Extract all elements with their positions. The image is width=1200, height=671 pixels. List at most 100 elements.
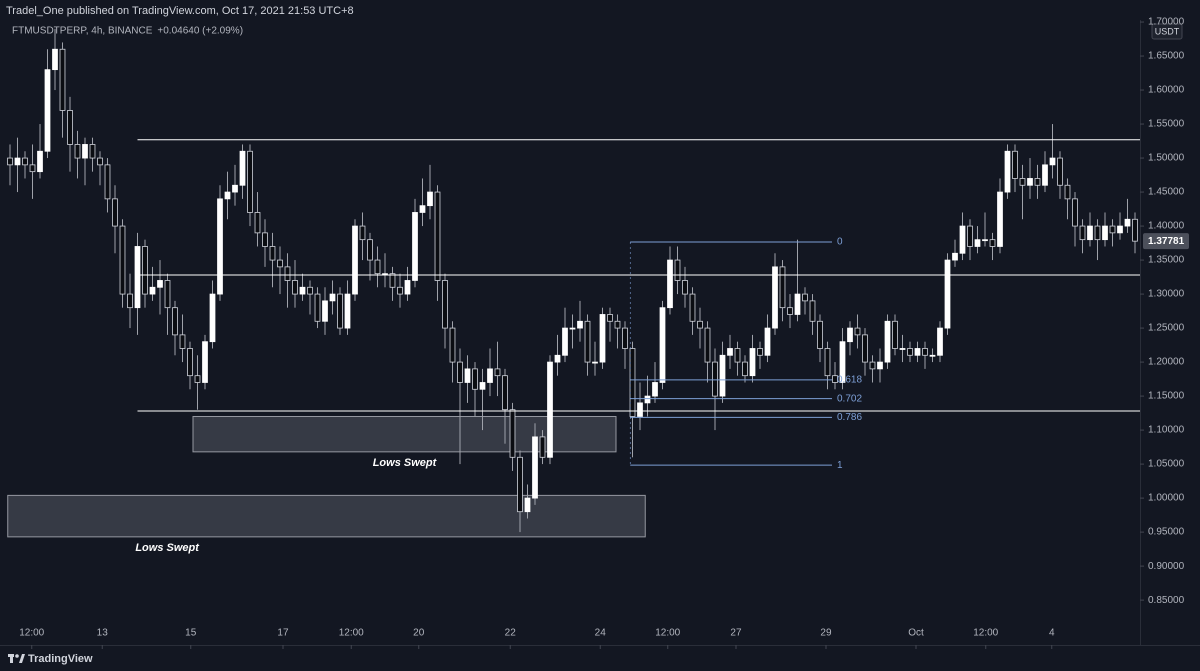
- candle-body: [224, 191, 231, 200]
- candle-body: [787, 307, 793, 315]
- candle-body: [779, 266, 786, 309]
- candle-body: [404, 280, 411, 295]
- candle-body: [592, 361, 598, 364]
- zone-label: Lows Swept: [373, 457, 438, 469]
- candle-body: [29, 164, 36, 173]
- candle-body: [172, 307, 178, 336]
- candle-body: [644, 395, 651, 404]
- candle-body: [329, 293, 336, 302]
- candle-body: [757, 348, 763, 356]
- candle-body: [382, 273, 388, 276]
- candle-body: [1079, 225, 1086, 241]
- candle-body: [727, 348, 733, 356]
- candle-body: [944, 259, 951, 329]
- candle-body: [637, 402, 643, 417]
- candle-body: [134, 246, 141, 309]
- candle-body: [1124, 218, 1131, 227]
- last-price-label: 1.37781: [1148, 236, 1185, 247]
- candle-body: [202, 341, 208, 383]
- candle-body: [127, 293, 133, 309]
- candle-body: [719, 354, 726, 397]
- candle-body: [539, 436, 546, 458]
- x-tick-label: 12:00: [19, 628, 44, 639]
- candle-body: [1064, 184, 1071, 200]
- candle-body: [884, 320, 891, 363]
- y-tick-label: 1.20000: [1148, 357, 1185, 368]
- candle-body: [772, 266, 778, 329]
- logo-shape: [19, 654, 25, 663]
- candle-body: [164, 280, 171, 309]
- candle-body: [449, 327, 456, 363]
- x-tick-label: 12:00: [339, 628, 364, 639]
- candle-body: [622, 327, 628, 349]
- candle-body: [1012, 150, 1018, 179]
- candle-body: [74, 144, 81, 159]
- candle-body: [817, 320, 823, 349]
- candle-body: [764, 327, 771, 356]
- candle-body: [157, 280, 163, 288]
- candle-body: [359, 225, 366, 241]
- y-tick-label: 1.60000: [1148, 85, 1185, 96]
- zone-box: [7, 494, 646, 538]
- candle-body: [1004, 150, 1011, 193]
- candle-body: [907, 348, 913, 356]
- x-tick-label: 17: [277, 628, 289, 639]
- candle-body: [82, 144, 88, 159]
- candle-body: [142, 246, 148, 295]
- candle-body: [997, 191, 1003, 247]
- candle-body: [524, 497, 531, 513]
- candle-body: [374, 259, 381, 275]
- x-tick-label: 13: [97, 628, 109, 639]
- candle-body: [839, 341, 846, 383]
- candle-body: [809, 300, 816, 322]
- candle-body: [892, 320, 898, 349]
- footer-logo: [8, 654, 25, 663]
- candle-body: [269, 246, 276, 261]
- candle-body: [847, 327, 853, 343]
- candle-body: [37, 150, 43, 173]
- candle-body: [967, 225, 973, 247]
- candle-body: [674, 259, 681, 281]
- candle-body: [1027, 178, 1033, 186]
- fib-label: 0: [837, 237, 843, 248]
- candle-body: [119, 225, 126, 295]
- x-tick-label: 4: [1049, 628, 1055, 639]
- candle-body: [749, 348, 756, 377]
- candle-body: [239, 150, 246, 186]
- y-tick-label: 1.40000: [1148, 221, 1185, 232]
- candle-body: [517, 456, 523, 513]
- candle-body: [929, 354, 936, 357]
- x-tick-label: 24: [595, 628, 607, 639]
- candle-body: [824, 348, 831, 377]
- zone-box: [192, 415, 617, 453]
- candle-body: [187, 348, 193, 377]
- candle-body: [1102, 225, 1108, 241]
- candle-body: [914, 348, 921, 356]
- candle-body: [179, 334, 186, 349]
- candle-body: [59, 48, 66, 111]
- last-price-tag: [1143, 233, 1189, 250]
- y-tick-label: 0.95000: [1148, 527, 1185, 538]
- y-tick-label: 1.00000: [1148, 493, 1185, 504]
- candle-body: [577, 320, 583, 329]
- candle-body: [262, 232, 268, 247]
- candle-body: [682, 280, 688, 295]
- candle-body: [1042, 164, 1048, 186]
- candle-body: [397, 286, 403, 295]
- candle-body: [899, 348, 906, 350]
- x-tick-label: 27: [730, 628, 742, 639]
- candle-body: [509, 409, 516, 458]
- candle-body: [562, 327, 568, 356]
- y-tick-label: 1.30000: [1148, 289, 1185, 300]
- candle-body: [367, 239, 373, 261]
- candle-body: [209, 293, 216, 343]
- fib-label: 0.702: [837, 393, 862, 404]
- candle-body: [1019, 178, 1026, 186]
- candle-body: [292, 280, 298, 295]
- candle-body: [614, 320, 621, 329]
- candle-body: [487, 368, 493, 383]
- candle-body: [457, 361, 463, 383]
- candle-body: [427, 191, 433, 207]
- plot-area: [7, 28, 1140, 538]
- candle-body: [689, 293, 696, 322]
